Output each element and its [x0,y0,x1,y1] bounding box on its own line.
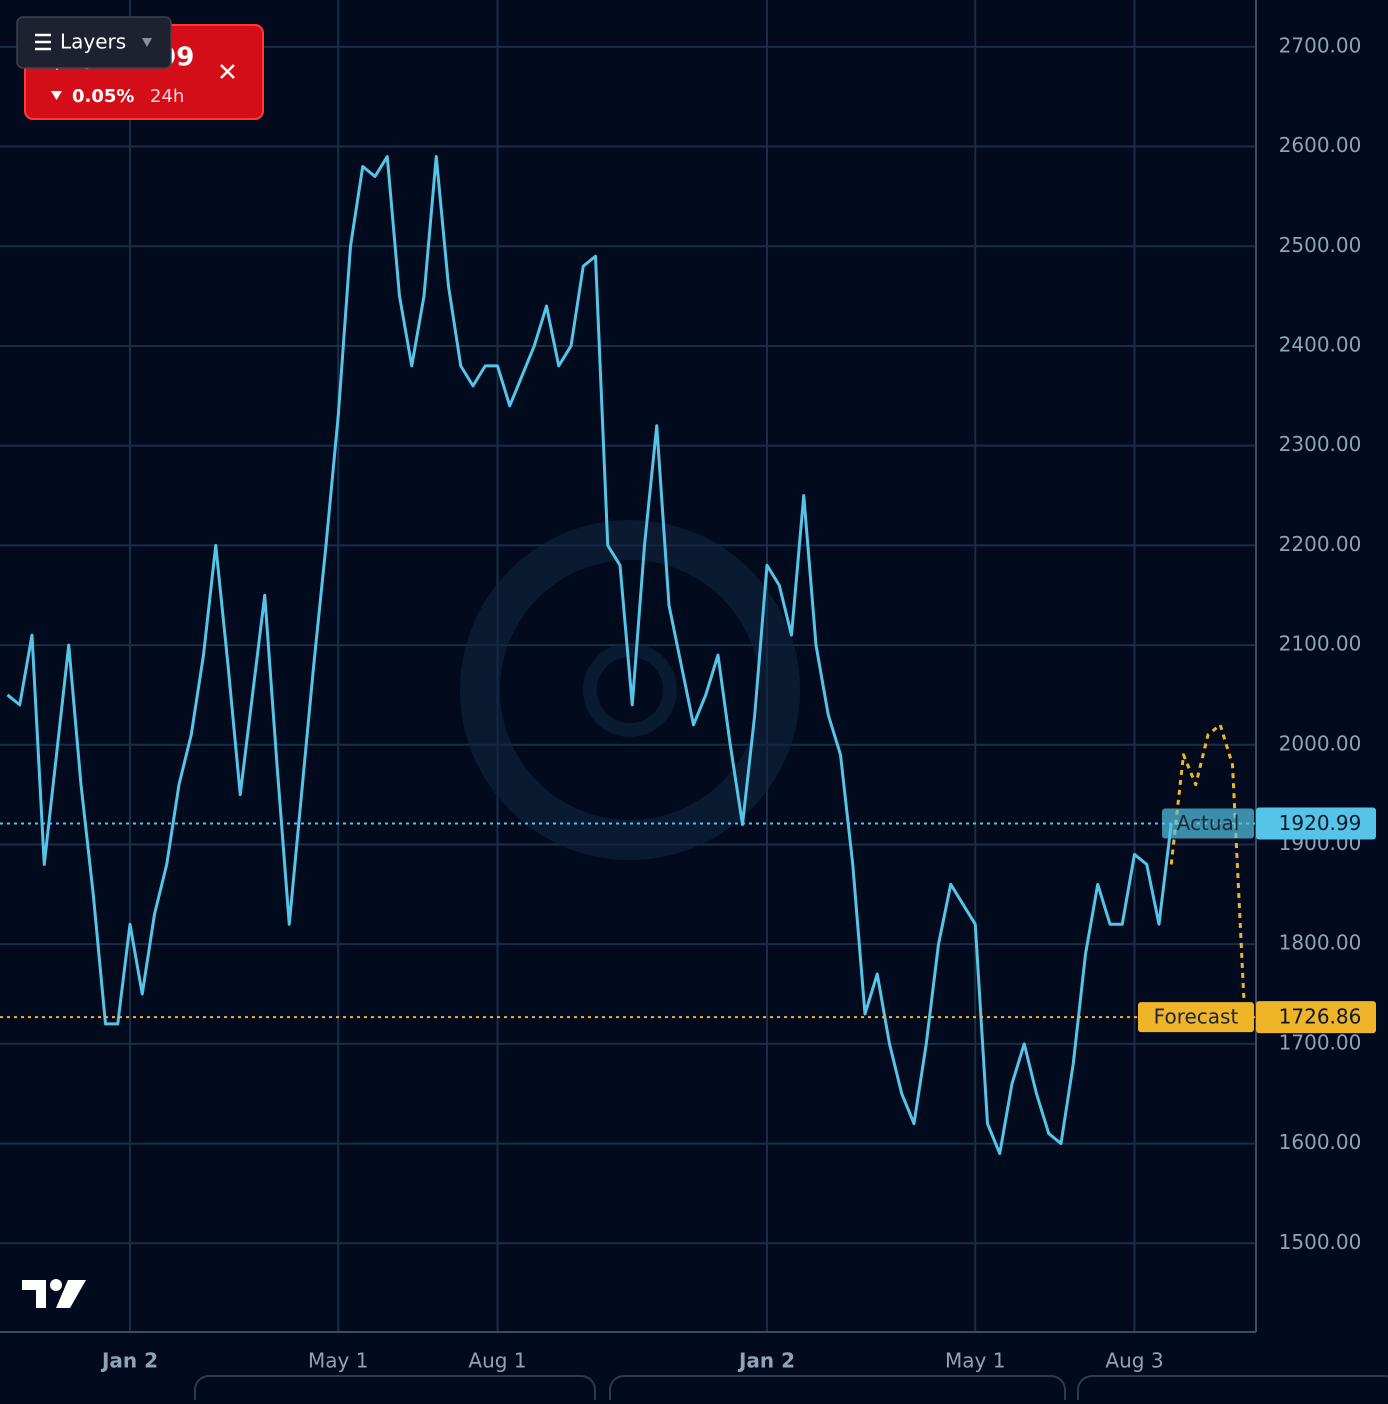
down-arrow [51,91,62,100]
x-tick-label: Jan 2 [737,1349,795,1373]
y-tick-label: 2400.00 [1279,332,1362,356]
y-tick-label: 1600.00 [1279,1130,1362,1154]
series-tag [1162,808,1254,839]
series-tag [1138,1002,1254,1033]
watermark [460,520,800,860]
x-tick-label: Aug 3 [1105,1349,1163,1373]
y-tick-label: 2200.00 [1279,532,1362,556]
price-tag [1256,807,1376,840]
x-tick-label: May 1 [308,1349,368,1373]
layers-button[interactable]: Layers [16,16,172,69]
price-label: 1726.86 [1279,1005,1362,1029]
y-tick-label: 2500.00 [1279,233,1362,257]
bottom-toolbar [194,1375,1388,1404]
y-tick-label: 2000.00 [1279,731,1362,755]
price-tag [1256,1001,1376,1034]
y-tick-label: 2600.00 [1279,133,1362,157]
y-tick-label: 1700.00 [1279,1030,1362,1054]
price-label: 1920.99 [1279,811,1362,835]
y-tick-label: 1500.00 [1279,1230,1362,1254]
watermark [583,643,677,737]
menu-label: Layers [60,30,126,54]
legend-entry: Forecast [1154,1005,1239,1029]
x-tick-label: May 1 [945,1349,1005,1373]
x-tick-label: Aug 1 [468,1349,526,1373]
x-tick-label: Jan 2 [100,1349,158,1373]
close-button[interactable] [220,64,235,79]
y-tick-label: 1800.00 [1279,931,1362,955]
y-tick-label: 2100.00 [1279,632,1362,656]
price-tags: 1500.001600.001700.001800.001900.002000.… [100,33,1376,1373]
badge-change: 0.05% [72,86,134,107]
series-line [1169,723,1247,1018]
series-line [6,155,1173,1156]
y-tick-label: 2700.00 [1279,33,1362,57]
plot [0,155,1256,1156]
badge-period: 24h [150,86,184,107]
logo [22,1279,86,1308]
y-tick-label: 2300.00 [1279,432,1362,456]
legend-entry: Actual [1177,811,1240,835]
